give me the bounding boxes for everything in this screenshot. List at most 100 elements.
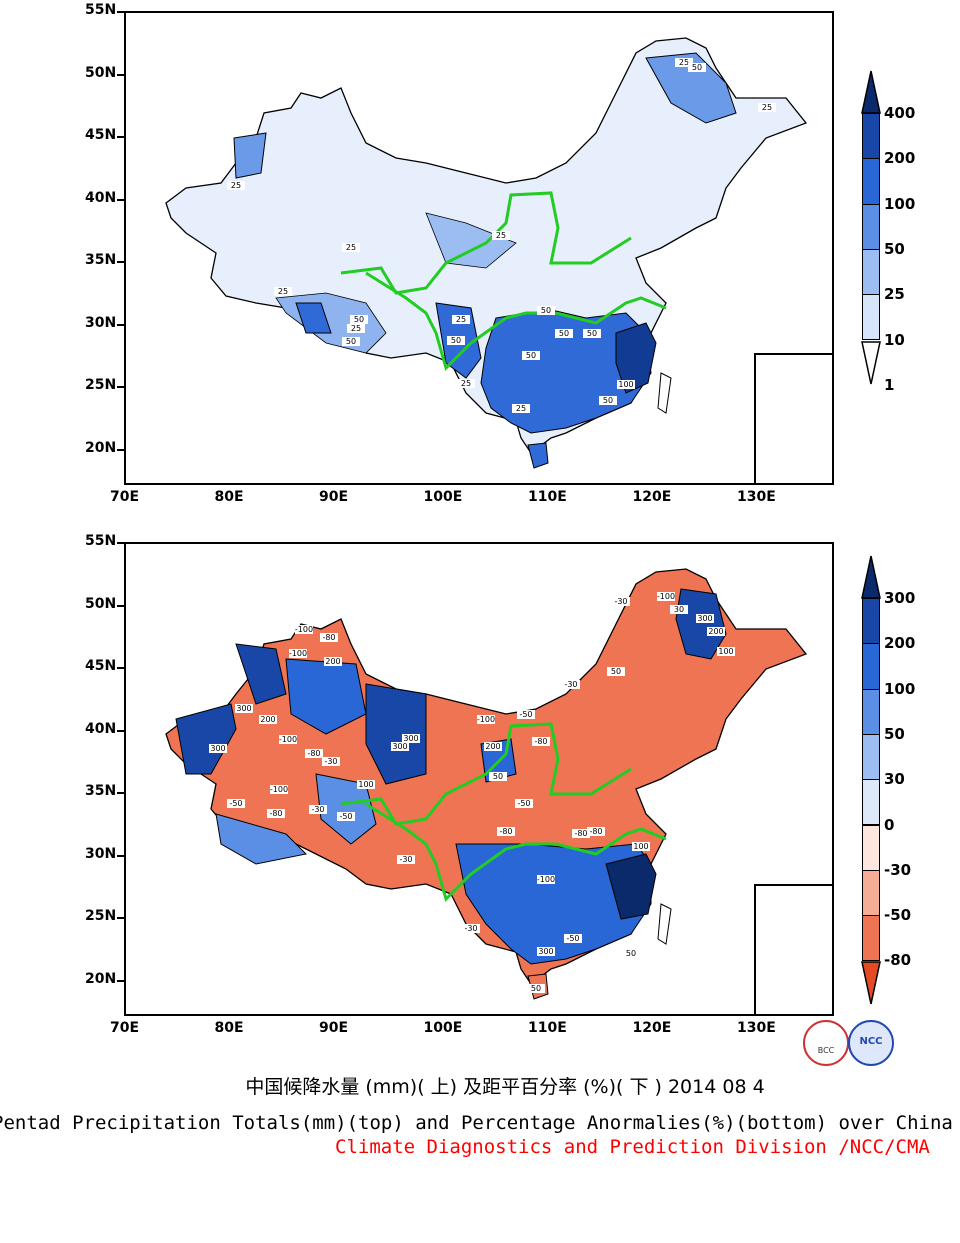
contour-label: -80 [574,829,587,838]
taiwan-island [657,903,672,945]
contour-label-bg [555,329,573,338]
colorbar-label: 300 [884,589,916,607]
contour-label-bg [274,287,292,296]
contour-label: 25 [351,324,361,333]
contour-label-bg [452,315,470,324]
contour-label-bg [675,58,693,67]
contour-label-bg [696,614,714,623]
contour-label-bg [320,633,338,642]
contour-label: 200 [260,715,275,724]
colorbar-label: -30 [884,860,912,879]
x-tick-label: 120E [632,489,672,505]
anomaly-zone-xinjiang-n [235,643,287,705]
colorbar-segment [862,294,880,341]
contour-label: -80 [534,737,547,746]
contour-label: 50 [603,396,613,405]
contour-label-bg [402,734,420,743]
colorbar-segment [862,688,880,735]
colorbar-segment [862,113,880,160]
contour-label-bg [484,742,502,751]
contour-label-bg [391,742,409,751]
colorbar-segment [862,733,880,781]
contour-label-bg [537,947,555,956]
contour-label: -80 [499,827,512,836]
y-tick-label: 30N [85,314,117,331]
contour-label: 100 [718,647,733,656]
colorbar-segment [862,158,880,205]
y-tick [117,136,125,138]
x-tick-label: 120E [632,1020,672,1036]
contour-label-bg [564,934,582,943]
contour-label: -80 [322,633,335,642]
contour-label-bg [447,336,465,345]
y-tick [117,542,125,544]
y-tick [117,448,125,451]
contour-label: 50 [541,306,551,315]
y-tick-label: 30N [85,845,117,862]
contour-label: 25 [679,58,689,67]
contour-label-bg [457,379,475,388]
south-china-sea-inset [754,353,832,483]
contour-label: 300 [403,734,418,743]
contour-label: 25 [346,243,356,252]
y-tick [117,11,125,13]
taiwan-island [657,372,672,414]
contour-label-bg [617,380,635,389]
y-tick [117,729,125,732]
contour-label: 50 [587,329,597,338]
contour-label-bg [562,680,580,689]
contour-label-bg [462,924,480,933]
caption-chinese: 中国候降水量 (mm)( 上) 及距平百分率 (%)( 下 ) 2014 08 … [245,1076,765,1098]
contour-label: 50 [451,336,461,345]
precipitation-anomaly-plot: -100 -80 -100 200 300 200 -100 -80 -30 300 300 -100… [165,568,808,1000]
contour-label-bg [279,735,297,744]
contour-label-bg [527,984,545,993]
contour-label: 200 [325,657,340,666]
ncc-logo: NCC [848,1020,894,1066]
contour-label: -100 [279,735,297,744]
contour-label: -30 [311,805,324,814]
y-tick [117,261,125,263]
x-tick-label: 100E [423,489,463,505]
contour-label: 50 [526,351,536,360]
y-tick [117,792,125,794]
contour-label-bg [537,875,555,884]
contour-label: -100 [295,625,313,634]
contour-label-bg [259,715,277,724]
precip-zone-xinjiang [233,132,267,179]
colorbar-top-arrow [861,70,881,114]
precip-zone-tibet-core [295,302,332,334]
contour-label-bg [295,625,313,634]
contour-label-bg [517,710,535,719]
caption-english: Pentad Precipitation Totals(mm)(top) and… [0,1112,953,1134]
x-tick-label: 80E [214,489,244,505]
contour-label: 100 [633,842,648,851]
yangtze-river [365,802,667,902]
anomaly-zone-southeast [605,853,657,920]
anomaly-zone-tibet-s [215,813,308,865]
contour-label-bg [342,243,360,252]
contour-label: 300 [236,704,251,713]
contour-label: 300 [697,614,712,623]
contour-label-bg [357,780,375,789]
y-tick [117,604,125,607]
x-tick-label: 100E [423,1020,463,1036]
contour-label: 50 [493,772,503,781]
contour-label: 100 [618,380,633,389]
colorbar-label: 200 [884,149,916,168]
y-tick-label: 40N [85,720,117,737]
precip-zone-ne [645,52,737,124]
contour-label-bg [707,627,725,636]
contour-label-bg [324,657,342,666]
contour-label: -100 [657,592,675,601]
colorbar-bottom-arrow [861,961,881,1005]
contour-label-bg [342,337,360,346]
contour-label-bg [717,647,735,656]
contour-label: 30 [674,605,684,614]
contour-label-bg [350,315,368,324]
contour-label: -80 [589,827,602,836]
colorbar-label: 0 [884,815,895,834]
y-tick [117,667,125,669]
colorbar-segment [862,915,880,962]
contour-label: -100 [289,649,307,658]
